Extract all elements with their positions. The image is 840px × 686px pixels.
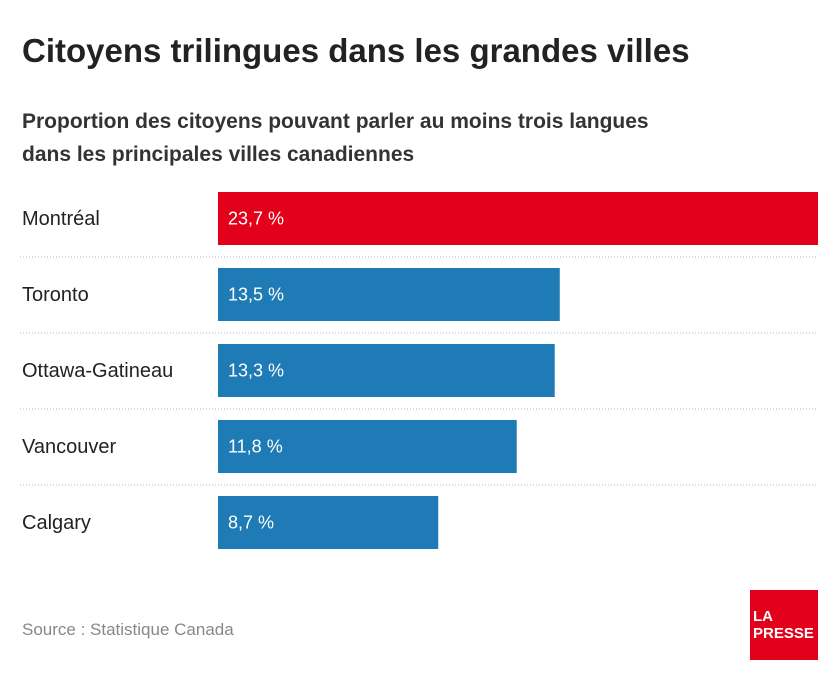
subtitle: Proportion des citoyens pouvant parler a… <box>22 110 649 133</box>
category-label: Ottawa-Gatineau <box>22 360 173 382</box>
value-label: 11,8 % <box>228 436 283 456</box>
value-label: 13,5 % <box>228 284 284 304</box>
logo-text: LA <box>753 608 773 625</box>
bar <box>218 420 517 473</box>
value-label: 23,7 % <box>228 208 284 228</box>
chart-title: Citoyens trilingues dans les grandes vil… <box>22 32 690 69</box>
value-label: 8,7 % <box>228 512 274 532</box>
source: Source : Statistique Canada <box>22 620 234 639</box>
category-label: Calgary <box>22 512 91 534</box>
logo-text: PRESSE <box>753 625 814 642</box>
category-label: Montréal <box>22 208 100 230</box>
value-label: 13,3 % <box>228 360 284 380</box>
category-label: Vancouver <box>22 436 116 458</box>
bar <box>218 496 439 549</box>
bar <box>218 268 560 321</box>
chart: Montréal 23,7 % Toronto 13,5 % Ottawa-Gatine… <box>20 192 818 549</box>
bar <box>218 344 555 397</box>
logo: LA PRESSE <box>750 590 818 660</box>
bar <box>218 192 818 245</box>
subtitle: dans les principales villes canadiennes <box>22 143 415 166</box>
category-label: Toronto <box>22 284 89 306</box>
